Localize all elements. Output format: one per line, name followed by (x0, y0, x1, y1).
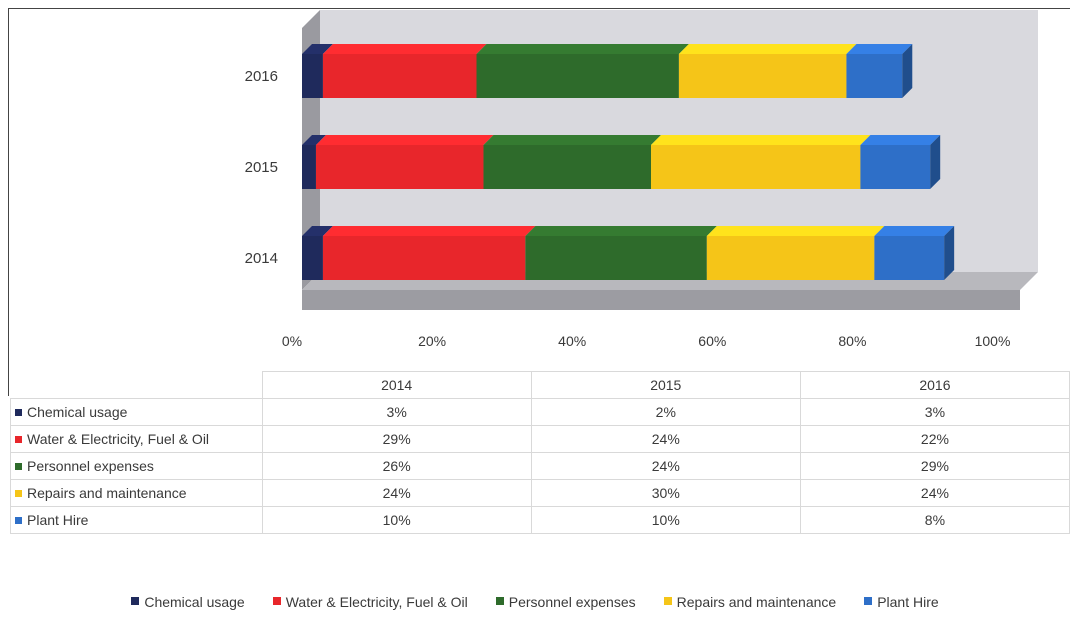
table-cell: 24% (261, 479, 532, 507)
bar-2015-chemical-usage (302, 135, 326, 189)
series-swatch (15, 435, 22, 443)
bar-2016-water-electricity-fuel-oil (322, 44, 487, 98)
x-tick-label: 60% (698, 333, 726, 349)
table-cell: 29% (261, 425, 532, 453)
bar-2014-repairs-and-maintenance (706, 226, 885, 280)
series-swatch (15, 408, 22, 416)
table-cell: 8% (799, 506, 1070, 534)
bar-2015-water-electricity-fuel-oil (315, 135, 494, 189)
table-cell: 10% (261, 506, 532, 534)
bar-2014-personnel-expenses (525, 226, 717, 280)
series-swatch (15, 462, 22, 470)
legend-label: Chemical usage (144, 594, 245, 610)
plot-floor-front (302, 290, 1020, 310)
chart-legend: Chemical usage Water & Electricity, Fuel … (0, 594, 1070, 610)
bar-2014-chemical-usage (302, 226, 333, 280)
table-cell: 10% (530, 506, 801, 534)
table-cell: 26% (261, 452, 532, 480)
table-column-header: 2015 (530, 371, 801, 399)
table-column-header: 2016 (799, 371, 1070, 399)
legend-item: Water & Electricity, Fuel & Oil (272, 594, 468, 610)
bar-2014-plant-hire (874, 226, 955, 280)
table-row: Chemical usage 3% 2% 3% (10, 398, 1070, 426)
table-header-row: 2014 2015 2016 (10, 371, 1070, 399)
bar-2016-chemical-usage (302, 44, 333, 98)
y-tick-label: 2015 (245, 159, 278, 176)
legend-swatch (663, 597, 672, 605)
table-column-header: 2014 (261, 371, 532, 399)
bar-2016-repairs-and-maintenance (678, 44, 857, 98)
legend-swatch (864, 597, 873, 605)
table-row-label: Repairs and maintenance (10, 479, 263, 507)
table-cell: 24% (799, 479, 1070, 507)
table-cell: 30% (530, 479, 801, 507)
table-corner (10, 371, 263, 399)
chart-frame (8, 8, 1070, 396)
legend-label: Repairs and maintenance (676, 594, 837, 610)
table-cell: 24% (530, 425, 801, 453)
x-tick-label: 100% (975, 333, 1011, 349)
table-row-label: Plant Hire (10, 506, 263, 534)
legend-swatch (272, 597, 281, 605)
bar-2015-repairs-and-maintenance (651, 135, 871, 189)
bar-2015-plant-hire (860, 135, 941, 189)
legend-label: Plant Hire (877, 594, 939, 610)
data-table: 2014 2015 2016 Chemical usage 3% 2% 3% Water &… (10, 371, 1070, 534)
legend-item: Chemical usage (131, 594, 245, 610)
table-row: Repairs and maintenance 24% 30% 24% (10, 479, 1070, 507)
table-cell: 24% (530, 452, 801, 480)
legend-label: Personnel expenses (508, 594, 636, 610)
series-swatch (15, 516, 22, 524)
table-cell: 2% (530, 398, 801, 426)
bar-2016-plant-hire (846, 44, 913, 98)
legend-swatch (131, 597, 140, 605)
bar-2015-personnel-expenses (483, 135, 661, 189)
x-tick-label: 0% (282, 333, 302, 349)
legend-item: Repairs and maintenance (663, 594, 837, 610)
x-tick-label: 40% (558, 333, 586, 349)
table-cell: 22% (799, 425, 1070, 453)
legend-swatch (495, 597, 504, 605)
table-cell: 3% (799, 398, 1070, 426)
table-cell: 3% (261, 398, 532, 426)
table-row-label: Chemical usage (10, 398, 263, 426)
stacked-bar-chart: 2014 2015 2016 0% 20% 40% 60% 80% 100% (245, 10, 1038, 349)
y-tick-label: 2016 (245, 68, 278, 85)
legend-item: Personnel expenses (495, 594, 636, 610)
legend-item: Plant Hire (864, 594, 939, 610)
table-cell: 29% (799, 452, 1070, 480)
series-swatch (15, 489, 22, 497)
bar-2014-water-electricity-fuel-oil (322, 226, 536, 280)
x-tick-label: 20% (418, 333, 446, 349)
table-row: Plant Hire 10% 10% 8% (10, 506, 1070, 534)
table-row-label: Personnel expenses (10, 452, 263, 480)
x-tick-label: 80% (838, 333, 866, 349)
table-row-label: Water & Electricity, Fuel & Oil (10, 425, 263, 453)
legend-label: Water & Electricity, Fuel & Oil (285, 594, 468, 610)
bar-2016-personnel-expenses (476, 44, 689, 98)
table-row: Water & Electricity, Fuel & Oil 29% 24% 22% (10, 425, 1070, 453)
y-tick-label: 2014 (245, 250, 278, 267)
table-row: Personnel expenses 26% 24% 29% (10, 452, 1070, 480)
